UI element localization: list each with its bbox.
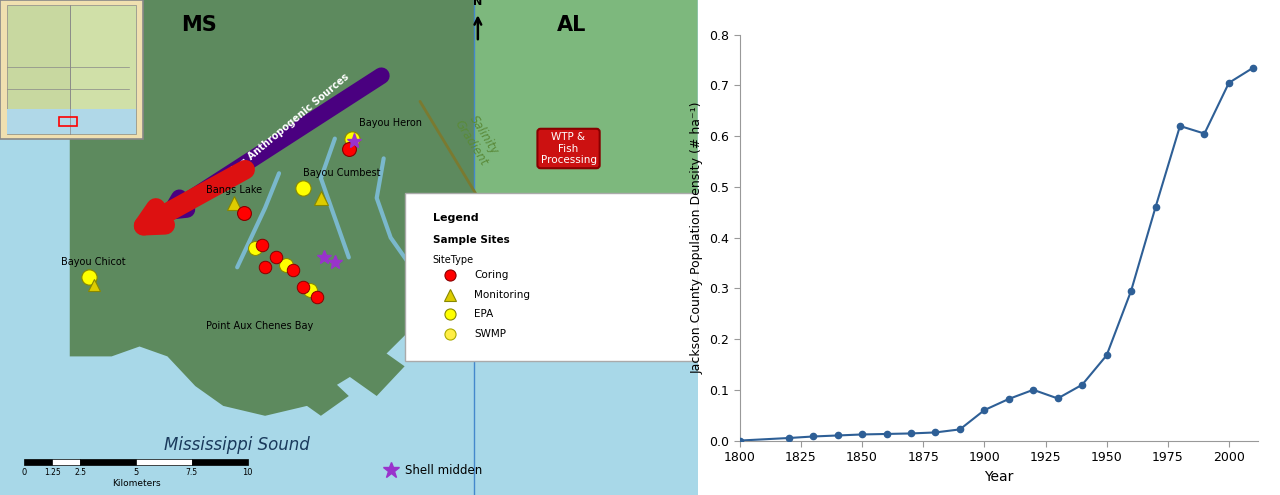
Text: EPA: EPA (475, 309, 494, 319)
Polygon shape (293, 356, 348, 416)
FancyBboxPatch shape (0, 0, 143, 139)
Text: Increasing Anthropogenic Sources: Increasing Anthropogenic Sources (200, 71, 351, 201)
Text: Kilometers: Kilometers (111, 479, 160, 488)
Text: Bayou Heron: Bayou Heron (360, 118, 422, 128)
Text: Bayou Cumbest: Bayou Cumbest (303, 168, 381, 178)
Y-axis label: Jackson County Population Density (# ha⁻¹): Jackson County Population Density (# ha⁻… (691, 101, 704, 374)
Text: 0: 0 (22, 468, 27, 477)
Text: Legend: Legend (433, 213, 479, 223)
Text: 1.25: 1.25 (44, 468, 60, 477)
Bar (6, 109, 136, 134)
Text: 2.5: 2.5 (74, 468, 86, 477)
Text: Bangs Lake: Bangs Lake (206, 185, 262, 195)
Bar (81, 459, 136, 465)
Polygon shape (348, 337, 404, 396)
Text: Bayou Chicot: Bayou Chicot (61, 257, 125, 267)
Text: WTP &
Fish
Processing: WTP & Fish Processing (540, 132, 596, 165)
Text: 5: 5 (133, 468, 138, 477)
Bar (192, 459, 247, 465)
Text: Bayou la Batre: Bayou la Batre (526, 202, 607, 212)
Bar (136, 459, 192, 465)
Polygon shape (475, 0, 698, 307)
Text: Coring: Coring (475, 270, 508, 280)
Text: Mississippi Sound: Mississippi Sound (164, 437, 310, 454)
Text: SWMP: SWMP (475, 329, 507, 339)
Text: Monitoring: Monitoring (475, 290, 530, 299)
Text: 10: 10 (242, 468, 253, 477)
Polygon shape (70, 0, 475, 416)
Bar (52, 459, 81, 465)
Text: MS: MS (180, 15, 216, 35)
Text: Point Aux Chenes Bay: Point Aux Chenes Bay (206, 321, 314, 331)
Text: Salinity
Gradient: Salinity Gradient (452, 109, 503, 168)
X-axis label: Year: Year (984, 470, 1014, 484)
Bar (24, 459, 52, 465)
Text: AL: AL (557, 15, 586, 35)
Bar (59, 117, 77, 126)
FancyBboxPatch shape (404, 193, 698, 361)
Text: 7.5: 7.5 (186, 468, 198, 477)
Text: N: N (474, 0, 483, 7)
Bar (70, 5, 136, 134)
Text: Sample Sites: Sample Sites (433, 235, 509, 245)
Text: SiteType: SiteType (433, 255, 474, 265)
Text: Shell midden: Shell midden (404, 464, 481, 477)
Polygon shape (196, 346, 251, 396)
Bar (6, 5, 70, 134)
